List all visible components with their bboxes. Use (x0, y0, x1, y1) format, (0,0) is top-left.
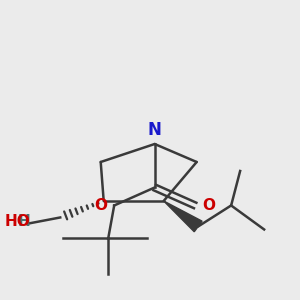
Text: O: O (94, 198, 108, 213)
Polygon shape (164, 201, 202, 232)
Text: O: O (202, 198, 215, 213)
Text: H: H (17, 214, 30, 230)
Text: HO: HO (4, 214, 30, 230)
Text: N: N (148, 121, 162, 139)
